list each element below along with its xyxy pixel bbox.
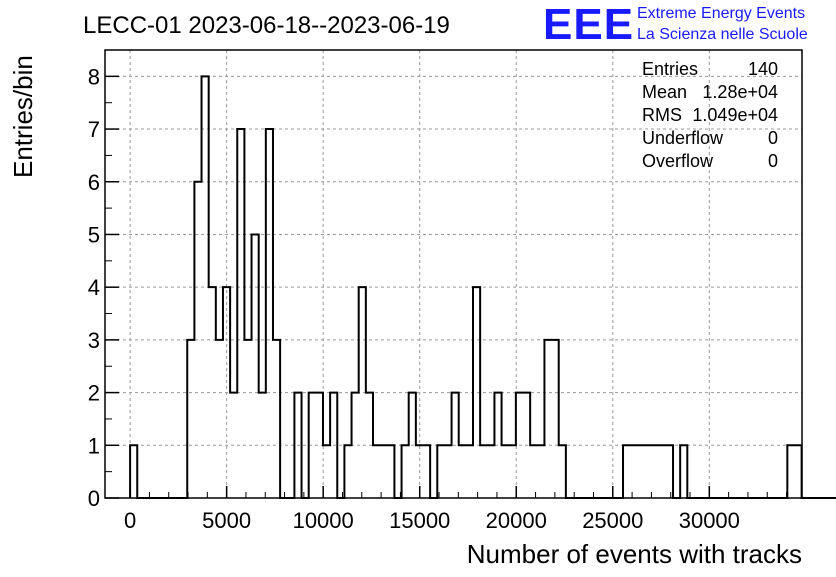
stats-mean-value: 1.28e+04 — [702, 82, 778, 102]
stats-underflow-value: 0 — [768, 128, 778, 148]
chart-title: LECC-01 2023-06-18--2023-06-19 — [83, 12, 450, 39]
x-tick-label: 30000 — [679, 508, 740, 533]
stats-entries-label: Entries — [642, 59, 698, 79]
y-tick-label: 7 — [88, 117, 100, 142]
y-tick-label: 3 — [88, 328, 100, 353]
stats-rms-value: 1.049e+04 — [692, 105, 778, 125]
x-tick-label: 15000 — [389, 508, 450, 533]
stats-mean-label: Mean — [642, 82, 687, 102]
x-axis: 0 5000 10000 15000 20000 25000 30000 — [124, 486, 788, 533]
stats-overflow-value: 0 — [768, 151, 778, 171]
y-tick-label: 4 — [88, 275, 100, 300]
eee-logo-line1: Extreme Energy Events — [637, 5, 805, 22]
y-axis: 0 1 2 3 4 5 6 7 8 — [88, 64, 119, 511]
eee-logo-line2: La Scienza nelle Scuole — [637, 26, 808, 43]
stats-overflow-label: Overflow — [642, 151, 714, 171]
eee-logo-mark: EEE — [543, 0, 634, 49]
x-tick-label: 5000 — [202, 508, 251, 533]
stats-rms-label: RMS — [642, 105, 682, 125]
stats-underflow-label: Underflow — [642, 128, 724, 148]
y-axis-label: Entries/bin — [8, 55, 38, 178]
histogram-series-line — [129, 75, 836, 499]
stats-entries-value: 140 — [748, 59, 778, 79]
eee-logo: EEE Extreme Energy Events La Scienza nel… — [543, 0, 808, 49]
x-tick-label: 20000 — [486, 508, 547, 533]
x-tick-label: 25000 — [582, 508, 643, 533]
y-tick-label: 1 — [88, 433, 100, 458]
y-tick-label: 6 — [88, 170, 100, 195]
y-tick-label: 0 — [88, 486, 100, 511]
y-tick-label: 2 — [88, 381, 100, 406]
y-tick-label: 5 — [88, 222, 100, 247]
stats-box: Entries 140 Mean 1.28e+04 RMS 1.049e+04 … — [642, 59, 778, 171]
x-tick-label: 10000 — [293, 508, 354, 533]
y-tick-label: 8 — [88, 64, 100, 89]
x-tick-label: 0 — [124, 508, 136, 533]
x-axis-label: Number of events with tracks — [467, 539, 802, 569]
plot-frame — [104, 49, 803, 499]
